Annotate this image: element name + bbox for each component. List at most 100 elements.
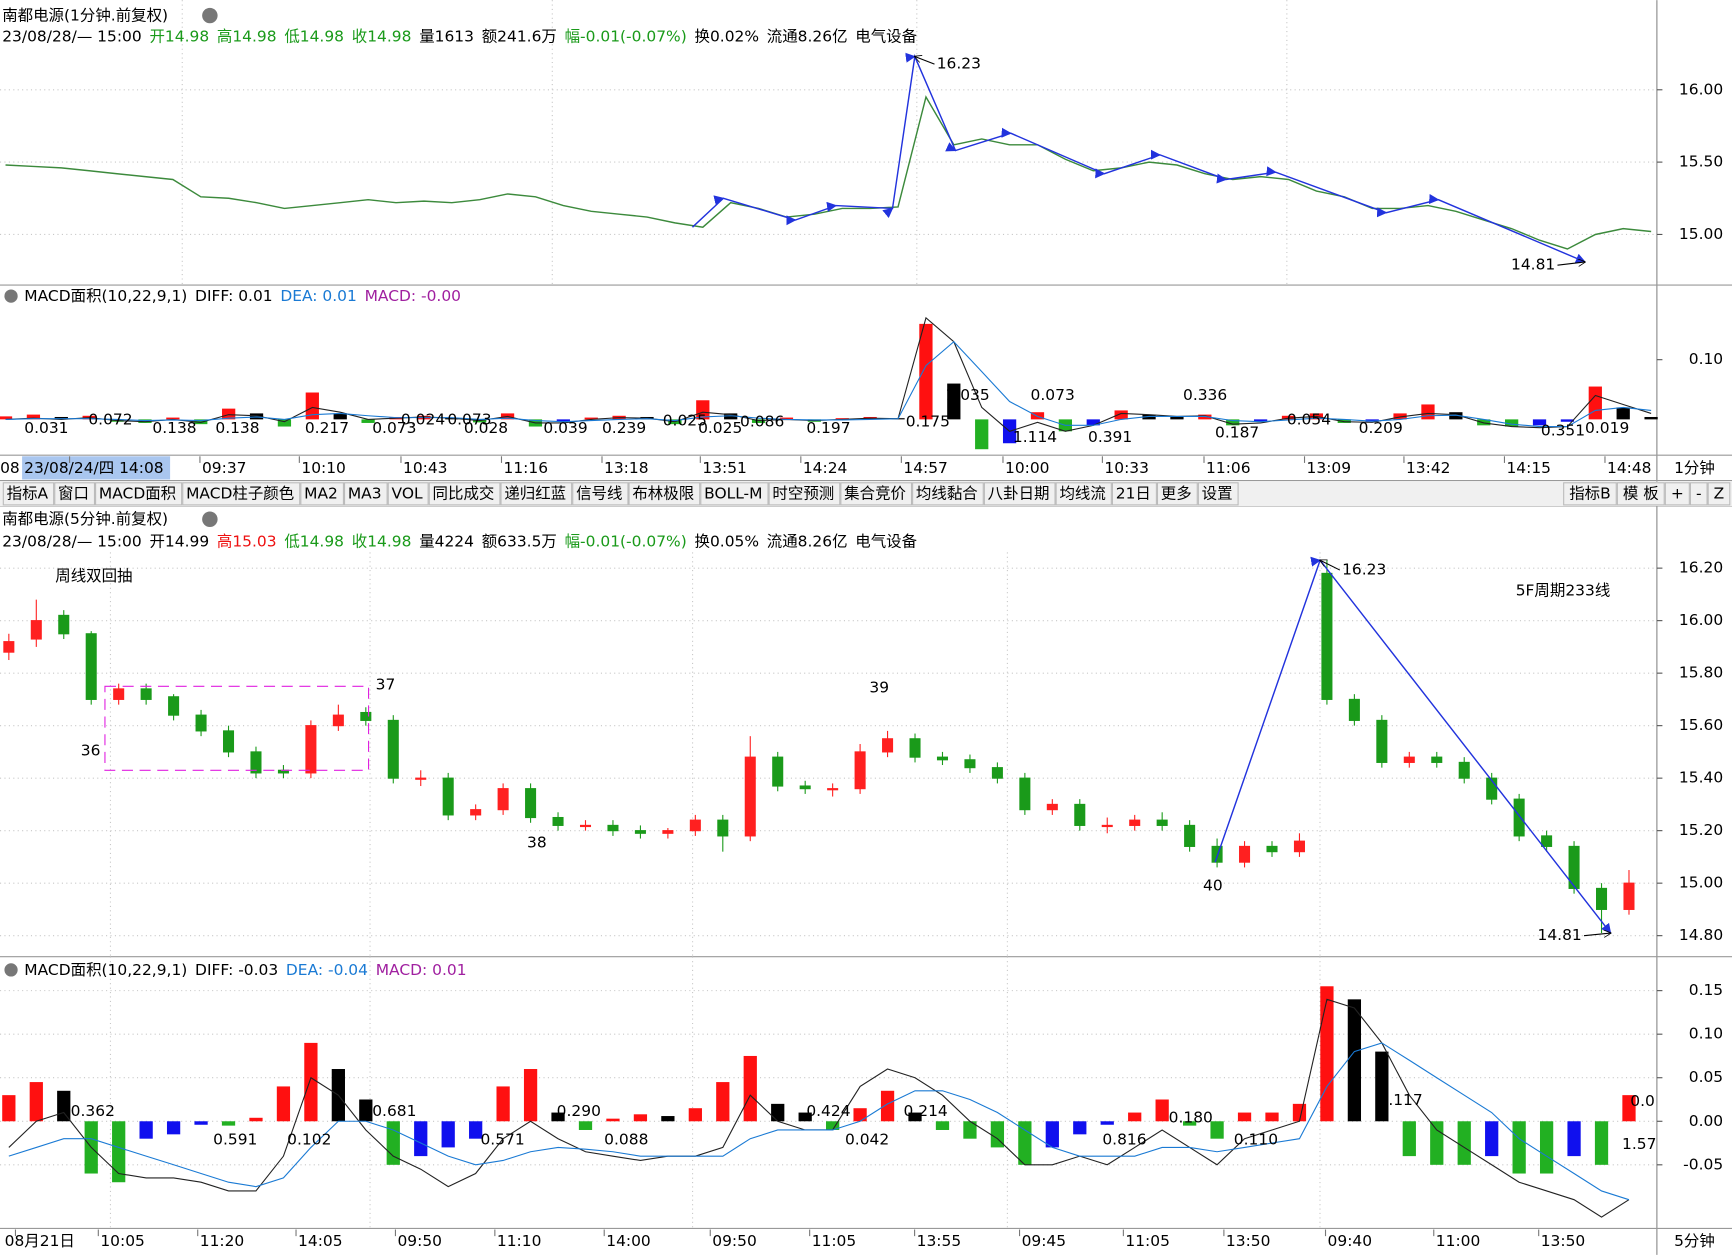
toolbar-button-frame[interactable]: [1616, 482, 1665, 506]
toolbar-button[interactable]: MA3: [348, 484, 382, 502]
toolbar-button-frame[interactable]: [500, 482, 573, 506]
toolbar-button[interactable]: 集合竞价: [844, 484, 906, 502]
toolbar-button-frame[interactable]: [768, 482, 841, 506]
toolbar-button[interactable]: MACD柱子颜色: [186, 484, 294, 502]
macd-bar: [826, 1121, 840, 1130]
period-label[interactable]: 1分钟: [1674, 459, 1715, 477]
toolbar-button[interactable]: VOL: [392, 484, 423, 502]
candle-body: [634, 830, 646, 834]
toolbar-button[interactable]: Z: [1714, 484, 1725, 502]
toolbar-button[interactable]: +: [1671, 484, 1684, 502]
macd-bar: [277, 419, 292, 427]
toolbar-button[interactable]: 设置: [1202, 484, 1233, 502]
toolbar-button[interactable]: 模 板: [1623, 484, 1659, 502]
toolbar-button-frame[interactable]: [2, 482, 55, 506]
candle-body: [195, 714, 207, 732]
macd-bar: [1560, 419, 1575, 422]
toolbar-button[interactable]: MA2: [304, 484, 338, 502]
toolbar-button-frame[interactable]: [1055, 482, 1112, 506]
label-pointer: [1583, 933, 1611, 936]
candle-body: [1184, 824, 1196, 847]
toolbar-button[interactable]: 更多: [1161, 484, 1192, 502]
toolbar-button-frame[interactable]: [54, 482, 96, 506]
macd-bar: [469, 1121, 483, 1139]
toolbar-button-frame[interactable]: [387, 482, 429, 506]
toolbar-button-frame[interactable]: [1111, 482, 1157, 506]
header-part: 幅-0.01(-0.07%): [565, 532, 687, 550]
dropdown-icon[interactable]: [4, 963, 18, 977]
toolbar-button[interactable]: 均线流: [1059, 484, 1105, 502]
toolbar-button[interactable]: 八卦日期: [988, 484, 1050, 502]
macd-bar: [771, 1103, 785, 1122]
macd-bar: [1375, 1051, 1389, 1122]
toolbar-button-frame[interactable]: [1156, 482, 1198, 506]
toolbar-button-frame[interactable]: [700, 482, 769, 506]
macd-bar: [935, 1121, 950, 1130]
toolbar-button[interactable]: 时空预测: [772, 484, 834, 502]
x-tick-label: 09:45: [1022, 1232, 1067, 1250]
toolbar-button[interactable]: 递归红蓝: [504, 484, 566, 502]
area-label: 0.571: [480, 1131, 524, 1149]
toolbar-button-frame[interactable]: [428, 482, 501, 506]
area-label: 0.019: [1585, 419, 1629, 437]
toolbar-button-frame[interactable]: [1664, 482, 1690, 506]
dropdown-icon[interactable]: [4, 289, 18, 303]
toolbar-button[interactable]: 21日: [1116, 484, 1151, 502]
toolbar-button[interactable]: 窗口: [58, 484, 89, 502]
macd-bar: [1128, 1112, 1142, 1122]
toolbar-button[interactable]: 布林极限: [632, 484, 694, 502]
header-part: 南都电源(5分钟.前复权): [2, 510, 168, 528]
annotation: 5F周期233线: [1516, 582, 1611, 600]
macd-bar: [835, 418, 849, 420]
toolbar-button[interactable]: 均线黏合: [916, 484, 978, 502]
toolbar-button-frame[interactable]: [983, 482, 1056, 506]
toolbar-button[interactable]: 同比成交: [433, 484, 495, 502]
area-label: 0.054: [1287, 410, 1331, 428]
candle-body: [1458, 761, 1470, 779]
toolbar-button-frame[interactable]: [343, 482, 388, 506]
dropdown-icon[interactable]: [202, 511, 218, 527]
macd-bar: [556, 419, 570, 422]
area-label: 0.072: [88, 410, 132, 428]
toolbar-button-frame[interactable]: [572, 482, 629, 506]
y-tick-label: 15.80: [1679, 664, 1723, 682]
area-label: 0.362: [71, 1102, 115, 1120]
area-label: 0.025: [698, 419, 742, 437]
macd-bar: [1210, 1121, 1224, 1139]
area-label: 0.197: [806, 419, 850, 437]
toolbar-button[interactable]: BOLL-M: [704, 484, 762, 502]
toolbar-button[interactable]: 指标B: [1569, 484, 1611, 502]
candle-body: [140, 688, 152, 700]
toolbar-button-frame[interactable]: [1707, 482, 1731, 506]
macd-bar: [1281, 415, 1296, 420]
area-label: 0.042: [845, 1131, 889, 1149]
x-tick-label: 14:05: [298, 1232, 343, 1250]
candle-body: [58, 614, 70, 635]
toolbar-button[interactable]: MACD面积: [99, 484, 176, 502]
x-tick-label: 14:24: [803, 459, 848, 477]
macd-bar: [26, 414, 41, 420]
candle-body: [250, 751, 262, 774]
toolbar-button-frame[interactable]: [628, 482, 701, 506]
toolbar-button-frame[interactable]: [1197, 482, 1239, 506]
macd-bar: [359, 1099, 373, 1122]
toolbar-button-frame[interactable]: [1563, 482, 1617, 506]
range-box: [104, 685, 370, 771]
period-label[interactable]: 5分钟: [1674, 1232, 1715, 1250]
toolbar-button-frame[interactable]: [95, 482, 183, 506]
candle-body: [1266, 845, 1278, 853]
x-tick-label: 10:10: [301, 459, 346, 477]
candle-body: [991, 767, 1003, 779]
toolbar-button-frame[interactable]: [840, 482, 913, 506]
toolbar-button[interactable]: -: [1696, 484, 1702, 502]
toolbar-button-frame[interactable]: [182, 482, 301, 506]
macd-bar: [139, 1121, 153, 1139]
toolbar-button-frame[interactable]: [300, 482, 344, 506]
toolbar-button-frame[interactable]: [1689, 482, 1708, 506]
dropdown-icon[interactable]: [202, 7, 218, 24]
toolbar-button-frame[interactable]: [912, 482, 984, 506]
area-label: 0.088: [604, 1131, 648, 1149]
toolbar-button[interactable]: 信号线: [576, 484, 622, 502]
macd-bar: [1198, 414, 1212, 420]
toolbar-button[interactable]: 指标A: [7, 484, 49, 502]
